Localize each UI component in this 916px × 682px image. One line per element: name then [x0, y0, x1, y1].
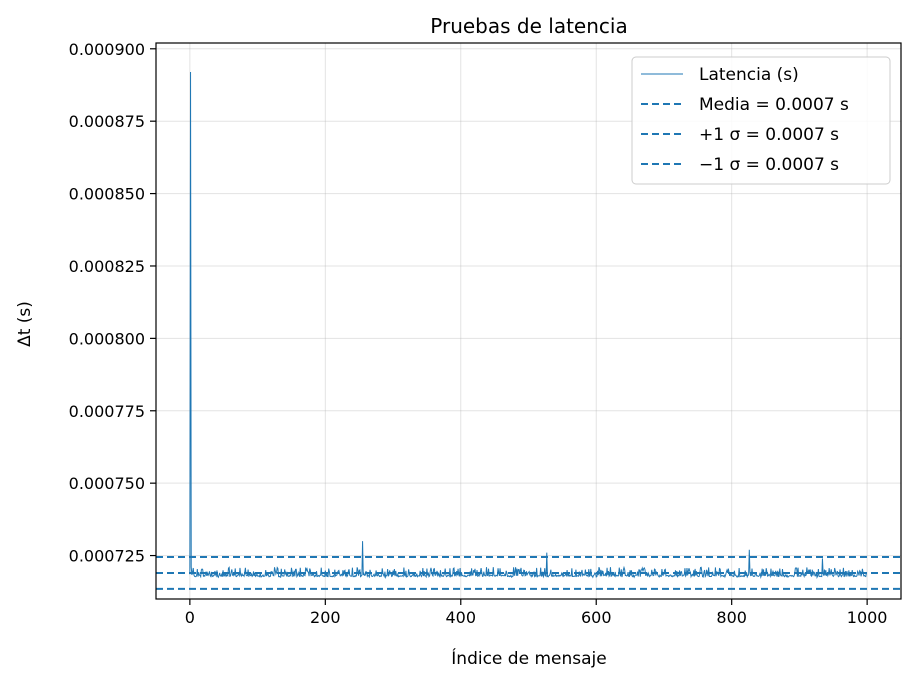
legend-box: [631, 56, 891, 185]
legend-label-2: +1 σ = 0.0007 s: [699, 125, 839, 145]
x-tick-label-3: 600: [581, 608, 612, 627]
y-tick-label-3: 0.000800: [69, 329, 145, 348]
legend-label-0: Latencia (s): [699, 65, 799, 85]
series-latency-line: [189, 71, 867, 580]
y-axis-label: Δt (s): [15, 301, 35, 347]
y-tick-label-1: 0.000750: [69, 474, 145, 493]
y-tick-label-6: 0.000875: [69, 112, 145, 131]
x-tick-label-0: 0: [185, 608, 195, 627]
legend-label-1: Media = 0.0007 s: [699, 95, 849, 115]
legend-label-3: −1 σ = 0.0007 s: [699, 155, 839, 175]
x-tick-label-2: 400: [445, 608, 476, 627]
axes-frame: [155, 42, 902, 600]
x-tick-label-4: 800: [716, 608, 747, 627]
plot-area: 0 200 400 600 800 1000 0.000725 0.000750 0.00077…: [69, 40, 902, 627]
y-tick-label-7: 0.000900: [69, 40, 145, 59]
y-tick-label-0: 0.000725: [69, 547, 145, 566]
x-tick-label-1: 200: [310, 608, 341, 627]
y-tick-label-2: 0.000775: [69, 402, 145, 421]
x-tick-label-5: 1000: [847, 608, 888, 627]
x-axis-label: Índice de mensaje: [451, 647, 606, 669]
y-tick-label-4: 0.000825: [69, 257, 145, 276]
y-tick-label-5: 0.000850: [69, 185, 145, 204]
legend: Latencia (s) Media = 0.0007 s +1 σ = 0.000…: [631, 56, 891, 185]
chart-title: Pruebas de latencia: [430, 14, 627, 38]
